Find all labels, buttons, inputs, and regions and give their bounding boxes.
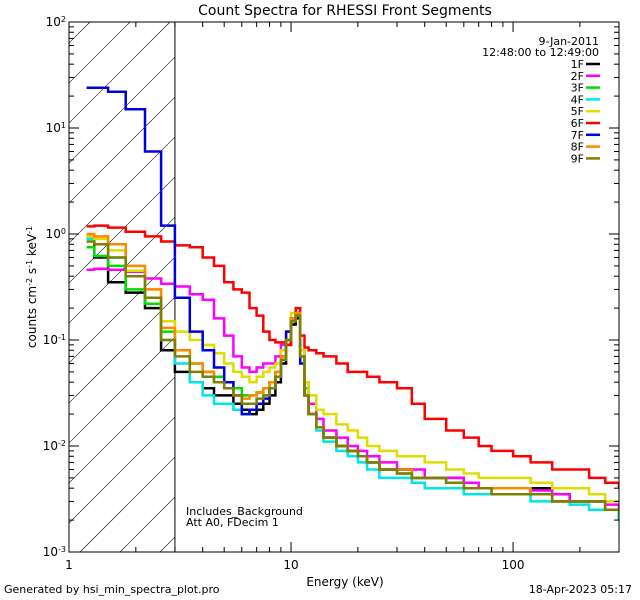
hatch-line [0, 22, 10, 552]
y-axis-label: counts cm-2 s-1 keV-1 [25, 226, 40, 348]
hatch-line [69, 96, 175, 204]
legend-label-7F: 7F [571, 129, 584, 142]
axes: 1 10 100 10-3 10-2 10-1 100 101 102 [43, 15, 620, 572]
hatch-line [69, 296, 175, 404]
x-tick-label: 100 [502, 558, 525, 572]
series-line-9F [86, 240, 619, 512]
legend-time-range: 12:48:00 to 12:49:00 [482, 46, 599, 59]
hatch-line [79, 456, 175, 552]
legend-label-4F: 4F [571, 93, 584, 106]
series-line-1F [86, 235, 619, 521]
annotation-background: Includes_Background [186, 505, 303, 518]
footer-generated-by: Generated by hsi_min_spectra_plot.pro [4, 583, 220, 596]
y-tick-label: 101 [46, 121, 66, 136]
legend-label-9F: 9F [571, 152, 584, 165]
legend-label-6F: 6F [571, 117, 584, 130]
hatch-line [69, 256, 175, 364]
y-tick-label: 100 [46, 227, 66, 242]
series-line-3F [86, 245, 619, 521]
y-tick-label: 10-3 [43, 545, 66, 560]
y-tick-label: 102 [46, 15, 66, 30]
hatch-line [69, 22, 171, 124]
series-group [86, 86, 619, 521]
legend-date: 9-Jan-2011 [539, 35, 600, 48]
legend-label-3F: 3F [571, 82, 584, 95]
legend-label-5F: 5F [571, 105, 584, 118]
hatch-line [69, 416, 175, 524]
hatch-line [69, 216, 175, 324]
x-axis-label: Energy (keV) [306, 575, 383, 589]
legend-label-2F: 2F [571, 70, 584, 83]
hatch-line [69, 22, 91, 44]
annotation-attenuator: Att A0, FDecim 1 [186, 516, 279, 529]
footer-timestamp: 18-Apr-2023 05:17 [528, 583, 632, 596]
chart-title: Count Spectra for RHESSI Front Segments [198, 3, 492, 19]
hatch-line [69, 376, 175, 484]
hatch-line [69, 336, 175, 444]
plot-frame [68, 21, 620, 553]
series-line-6F [86, 224, 619, 489]
y-tick-label: 10-1 [43, 333, 66, 348]
legend-label-8F: 8F [571, 141, 584, 154]
series-line-2F [86, 267, 619, 510]
x-tick-label: 10 [283, 558, 298, 572]
hatch-line [69, 22, 131, 84]
background-hatch-region [0, 22, 176, 552]
series-line-4F [86, 237, 619, 521]
legend-label-1F: 1F [571, 58, 584, 71]
x-tick-label: 1 [65, 558, 73, 572]
hatch-line [69, 176, 175, 284]
hatch-line [69, 56, 175, 164]
y-tick-label: 10-2 [43, 439, 66, 454]
